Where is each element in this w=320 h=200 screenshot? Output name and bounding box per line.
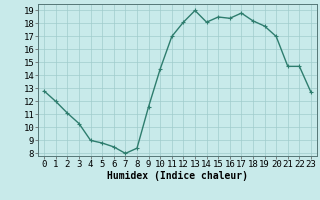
X-axis label: Humidex (Indice chaleur): Humidex (Indice chaleur) [107,171,248,181]
